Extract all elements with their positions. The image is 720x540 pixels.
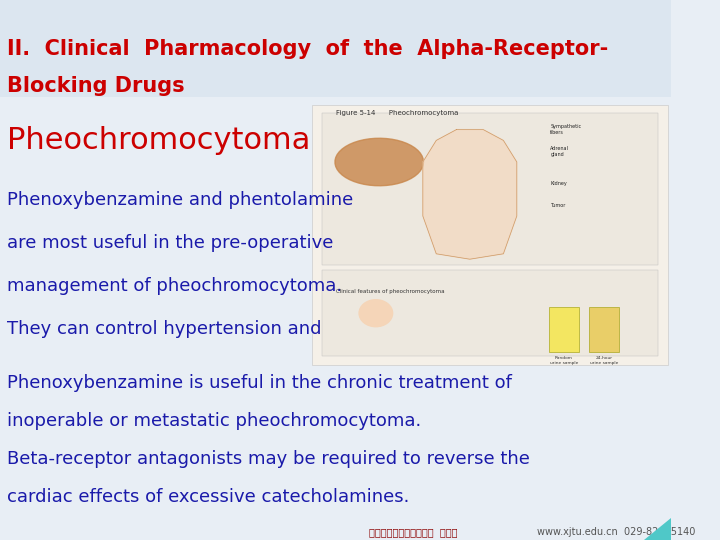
FancyBboxPatch shape xyxy=(0,0,671,97)
Polygon shape xyxy=(335,138,423,186)
Polygon shape xyxy=(423,130,517,259)
Text: Kidney: Kidney xyxy=(550,181,567,186)
Text: management of pheochromocytoma.: management of pheochromocytoma. xyxy=(6,277,342,295)
Text: Figure 5-14      Pheochromocytoma: Figure 5-14 Pheochromocytoma xyxy=(336,110,458,117)
FancyBboxPatch shape xyxy=(322,113,658,265)
FancyBboxPatch shape xyxy=(312,105,668,365)
Text: www.xjtu.edu.cn  029-82655140: www.xjtu.edu.cn 029-82655140 xyxy=(537,527,696,537)
Text: II.  Clinical  Pharmacology  of  the  Alpha-Receptor-: II. Clinical Pharmacology of the Alpha-R… xyxy=(6,38,608,59)
Text: Random
urine sample: Random urine sample xyxy=(549,356,578,365)
Text: Clinical features of pheochromocytoma: Clinical features of pheochromocytoma xyxy=(336,289,444,294)
Text: Adrenal
gland: Adrenal gland xyxy=(550,146,570,157)
Text: Sympathetic
fibers: Sympathetic fibers xyxy=(550,124,582,135)
Text: cardiac effects of excessive catecholamines.: cardiac effects of excessive catecholami… xyxy=(6,488,409,506)
FancyBboxPatch shape xyxy=(589,307,618,352)
Polygon shape xyxy=(644,518,671,540)
Text: Phenoxybenzamine is useful in the chronic treatment of: Phenoxybenzamine is useful in the chroni… xyxy=(6,374,512,393)
Text: Phenoxybenzamine and phentolamine: Phenoxybenzamine and phentolamine xyxy=(6,191,353,209)
Text: 24-hour
urine sample: 24-hour urine sample xyxy=(590,356,618,365)
FancyBboxPatch shape xyxy=(549,307,579,352)
FancyBboxPatch shape xyxy=(322,270,658,356)
Text: Pheochromocytoma: Pheochromocytoma xyxy=(6,126,310,155)
Text: Blocking Drugs: Blocking Drugs xyxy=(6,76,184,97)
Text: are most useful in the pre-operative: are most useful in the pre-operative xyxy=(6,234,333,252)
Text: Tumor: Tumor xyxy=(550,202,566,208)
Text: They can control hypertension and: They can control hypertension and xyxy=(6,320,321,339)
Circle shape xyxy=(359,300,392,327)
Text: inoperable or metastatic pheochromocytoma.: inoperable or metastatic pheochromocytom… xyxy=(6,412,421,430)
Text: Beta-receptor antagonists may be required to reverse the: Beta-receptor antagonists may be require… xyxy=(6,450,530,468)
Text: 西安交大医学院药理学系  苗永丰: 西安交大医学院药理学系 苗永丰 xyxy=(369,527,458,537)
